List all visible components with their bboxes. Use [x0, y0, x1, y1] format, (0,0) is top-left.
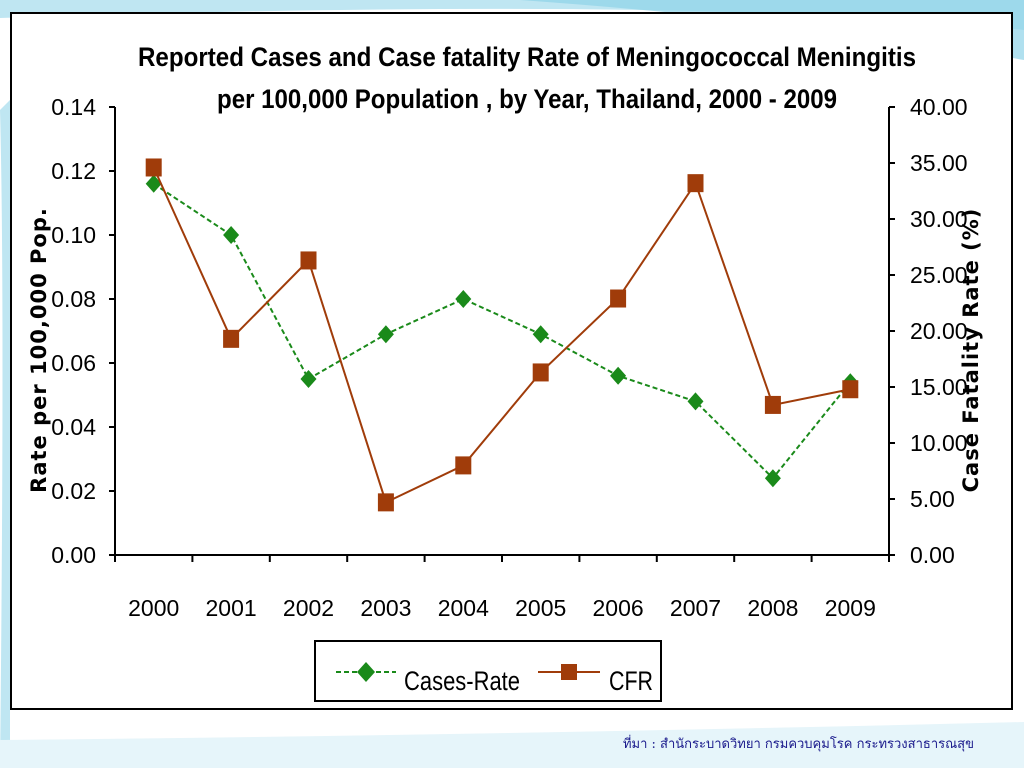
legend: Cases-Rate CFR	[314, 640, 662, 702]
y-right-tick-label: 0.00	[910, 542, 955, 568]
cases-rate-line	[153, 182, 852, 480]
cfr-line	[152, 167, 851, 504]
cases-rate-point	[377, 325, 394, 344]
y-right-tick-label: 40.00	[910, 94, 968, 120]
cfr-point	[455, 456, 472, 475]
cfr-point	[145, 158, 162, 177]
cfr-point	[842, 380, 859, 399]
y-right-tick-label: 25.00	[910, 262, 968, 288]
legend-cases-label: Cases-Rate	[404, 666, 520, 696]
cfr-point	[223, 329, 240, 348]
y-left-tick-label: 0.04	[51, 414, 96, 440]
cases-rate-point	[687, 392, 704, 411]
chart-title-line-2: per 100,000 Population , by Year, Thaila…	[217, 84, 837, 114]
series-layer	[145, 158, 859, 512]
cfr-point	[377, 493, 394, 512]
x-tick-label: 2007	[670, 595, 721, 621]
y-right-tick-label: 35.00	[910, 150, 968, 176]
x-tick-label: 2006	[593, 595, 644, 621]
x-tick-label: 2008	[747, 595, 798, 621]
cfr-point	[532, 363, 549, 382]
legend-cfr-label: CFR	[609, 666, 653, 696]
y-right-tick-label: 30.00	[910, 206, 968, 232]
chart-frame	[10, 12, 1013, 710]
y-left-tick-label: 0.12	[51, 158, 96, 184]
y-left-tick-label: 0.00	[51, 542, 96, 568]
legend-cfr-marker	[561, 664, 577, 680]
cases-rate-point	[145, 174, 162, 193]
cases-rate-point	[610, 366, 627, 385]
chart-title-line-1: Reported Cases and Case fatality Rate of…	[138, 42, 916, 72]
y-left-tick-label: 0.08	[51, 286, 96, 312]
cfr-point	[687, 174, 704, 193]
y-left-tick-label: 0.14	[51, 94, 96, 120]
x-tick-label: 2009	[825, 595, 876, 621]
cases-rate-point	[764, 469, 781, 488]
x-tick-label: 2003	[360, 595, 411, 621]
y-right-tick-label: 10.00	[910, 430, 968, 456]
y-right-tick-label: 20.00	[910, 318, 968, 344]
y-left-axis-title: Rate per 100,000 Pop.	[27, 207, 51, 493]
cfr-point	[764, 395, 781, 414]
x-tick-label: 2004	[438, 595, 489, 621]
cfr-point	[610, 289, 627, 308]
cases-rate-point	[532, 325, 549, 344]
x-tick-label: 2000	[128, 595, 179, 621]
y-left-tick-label: 0.10	[51, 222, 96, 248]
left-axis-ticks: 0.00 0.02 0.04 0.06 0.08 0.10 0.12 0.14	[51, 94, 115, 568]
y-left-tick-label: 0.06	[51, 350, 96, 376]
legend-cases-marker	[357, 662, 375, 682]
source-note: ที่มา : สำนักระบาดวิทยา กรมควบคุมโรค กระ…	[622, 737, 974, 752]
y-right-tick-label: 15.00	[910, 374, 968, 400]
y-right-axis-title: Case Fatality Rate (%)	[959, 208, 983, 493]
y-left-tick-label: 0.02	[51, 478, 96, 504]
x-tick-label: 2005	[515, 595, 566, 621]
cfr-point	[300, 251, 317, 270]
x-tick-label: 2002	[283, 595, 334, 621]
cases-rate-point	[223, 226, 240, 244]
x-tick-label: 2001	[206, 595, 257, 621]
cases-rate-point	[455, 290, 472, 308]
right-axis-ticks: 0.00 5.00 10.00 15.00 20.00 25.00 30.00 35.00 40…	[889, 94, 968, 568]
y-right-tick-label: 5.00	[910, 486, 955, 512]
cases-rate-point	[300, 370, 317, 388]
x-axis-ticks: 2000 2001 2002 2003 2004 2005 2006 2007 2008 2009	[114, 555, 890, 621]
